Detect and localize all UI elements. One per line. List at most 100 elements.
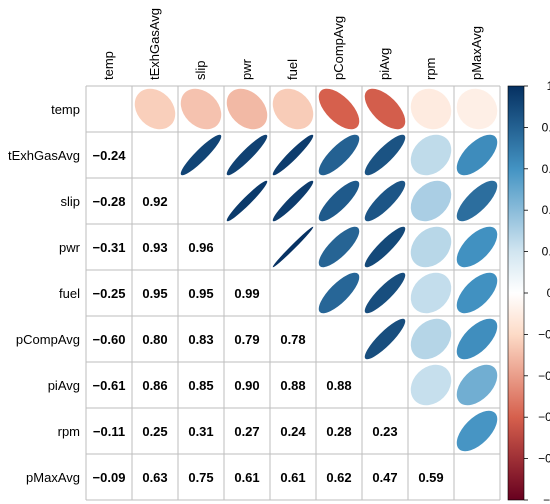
ellipse-pwr-pcompavg (318, 226, 360, 268)
row-label-texhgasavg: tExhGasAvg (8, 148, 80, 163)
ellipse-fuel-pmaxavg (456, 272, 498, 314)
matrix-cells: −0.24 −0.28 0.92 −0.31 0.93 0.96 −0.25 0.95 0.95… (93, 88, 498, 485)
coef-pmaxavg-texhgasavg: 0.63 (142, 470, 167, 485)
coef-piavg-pcompavg: 0.88 (326, 378, 351, 393)
coef-pwr-temp: −0.31 (93, 240, 126, 255)
colorbar-gradient (507, 85, 525, 501)
coef-rpm-temp: −0.11 (93, 424, 125, 439)
coef-pmaxavg-piavg: 0.47 (372, 470, 397, 485)
coef-pcompavg-pwr: 0.79 (234, 332, 259, 347)
row-label-pwr: pwr (59, 240, 81, 255)
ellipse-piavg-pmaxavg (456, 364, 498, 406)
coef-piavg-slip: 0.85 (188, 378, 213, 393)
column-label-fuel: fuel (285, 59, 300, 80)
ellipse-texhgasavg-piavg (364, 134, 406, 176)
ellipse-slip-piavg (364, 180, 406, 222)
ellipse-temp-pcompavg (318, 88, 360, 130)
coef-piavg-temp: −0.61 (93, 378, 126, 393)
column-label-pcompavg: pCompAvg (331, 16, 346, 80)
coef-pmaxavg-rpm: 0.59 (418, 470, 443, 485)
ellipse-temp-rpm (410, 88, 452, 130)
ellipse-texhgasavg-slip (180, 134, 222, 176)
row-label-pcompavg: pCompAvg (16, 332, 80, 347)
colorbar-tick-label: 0.4 (542, 203, 550, 217)
colorbar-tick-label: −1 (543, 493, 550, 504)
ellipse-temp-fuel (272, 88, 314, 130)
ellipse-piavg-rpm (410, 364, 452, 406)
ellipse-pwr-rpm (410, 226, 452, 268)
coef-rpm-pwr: 0.27 (234, 424, 259, 439)
ellipse-rpm-pmaxavg (456, 410, 498, 452)
ellipse-temp-texhgasavg (134, 88, 176, 130)
column-label-pwr: pwr (239, 58, 254, 80)
ellipse-pwr-fuel (272, 226, 314, 268)
coef-piavg-fuel: 0.88 (280, 378, 305, 393)
grid-lines (85, 85, 501, 501)
coef-pmaxavg-temp: −0.09 (93, 470, 126, 485)
ellipse-fuel-piavg (364, 272, 406, 314)
colorbar-tick-label: −0.8 (538, 452, 550, 466)
coef-pmaxavg-slip: 0.75 (188, 470, 213, 485)
coef-slip-texhgasavg: 0.92 (142, 194, 167, 209)
ellipse-pcompavg-pmaxavg (456, 318, 498, 360)
colorbar-tick-label: −0.2 (538, 327, 550, 341)
ellipse-texhgasavg-pwr (226, 134, 268, 176)
colorbar-tick-label: 0 (547, 286, 550, 300)
ellipse-temp-slip (180, 88, 222, 130)
ellipse-texhgasavg-rpm (410, 134, 452, 176)
coef-pcompavg-temp: −0.60 (93, 332, 126, 347)
colorbar-tick-label: −0.4 (538, 369, 550, 383)
row-label-pmaxavg: pMaxAvg (26, 470, 80, 485)
coef-pwr-texhgasavg: 0.93 (142, 240, 167, 255)
ellipse-fuel-pcompavg (318, 272, 360, 314)
column-label-texhgasavg: tExhGasAvg (147, 8, 162, 80)
coef-texhgasavg-temp: −0.24 (93, 148, 127, 163)
coef-pcompavg-texhgasavg: 0.80 (142, 332, 167, 347)
column-label-rpm: rpm (423, 58, 438, 80)
coef-fuel-pwr: 0.99 (234, 286, 259, 301)
row-labels: temp tExhGasAvg slip pwr fuel pCompAvg piAvg rp… (8, 102, 81, 485)
coef-pwr-slip: 0.96 (188, 240, 213, 255)
coef-rpm-piavg: 0.23 (372, 424, 397, 439)
coef-fuel-texhgasavg: 0.95 (142, 286, 167, 301)
colorbar-tick-label: 0.8 (542, 120, 550, 134)
row-label-piavg: piAvg (48, 378, 80, 393)
ellipse-temp-pwr (226, 88, 268, 130)
row-label-slip: slip (60, 194, 80, 209)
colorbar: 1 0.8 0.6 0.4 0.2 0 −0.2 −0.4 −0.6 −0.8 −1 (507, 79, 550, 504)
column-label-slip: slip (193, 60, 208, 80)
ellipse-temp-pmaxavg (456, 88, 498, 130)
ellipse-fuel-rpm (410, 272, 452, 314)
coef-slip-temp: −0.28 (93, 194, 126, 209)
ellipse-texhgasavg-fuel (272, 134, 314, 176)
coef-rpm-slip: 0.31 (188, 424, 213, 439)
coef-pcompavg-fuel: 0.78 (280, 332, 305, 347)
coef-piavg-pwr: 0.90 (234, 378, 259, 393)
colorbar-ticks: 1 0.8 0.6 0.4 0.2 0 −0.2 −0.4 −0.6 −0.8 −1 (524, 79, 550, 504)
coef-rpm-pcompavg: 0.28 (326, 424, 351, 439)
column-label-piavg: piAvg (377, 48, 392, 80)
coef-piavg-texhgasavg: 0.86 (142, 378, 167, 393)
coef-fuel-slip: 0.95 (188, 286, 213, 301)
ellipse-slip-pwr (226, 180, 268, 222)
colorbar-tick-label: 0.6 (542, 162, 550, 176)
ellipse-texhgasavg-pmaxavg (456, 134, 498, 176)
ellipse-pwr-pmaxavg (456, 226, 498, 268)
coef-pcompavg-slip: 0.83 (188, 332, 213, 347)
ellipse-pwr-piavg (364, 226, 406, 268)
colorbar-tick-label: 0.2 (542, 245, 550, 259)
coef-fuel-temp: −0.25 (93, 286, 126, 301)
coef-pmaxavg-pwr: 0.61 (234, 470, 259, 485)
ellipse-texhgasavg-pcompavg (318, 134, 360, 176)
column-labels: temp tExhGasAvg slip pwr fuel pCompAvg piAvg rp… (101, 8, 484, 80)
ellipse-temp-piavg (364, 88, 406, 130)
colorbar-tick-label: 1 (547, 79, 550, 93)
column-label-temp: temp (101, 51, 116, 80)
ellipse-slip-pmaxavg (456, 180, 498, 222)
ellipse-slip-fuel (272, 180, 314, 222)
ellipse-pcompavg-rpm (410, 318, 452, 360)
column-label-pmaxavg: pMaxAvg (469, 26, 484, 80)
coef-pmaxavg-fuel: 0.61 (280, 470, 305, 485)
coef-rpm-fuel: 0.24 (280, 424, 306, 439)
